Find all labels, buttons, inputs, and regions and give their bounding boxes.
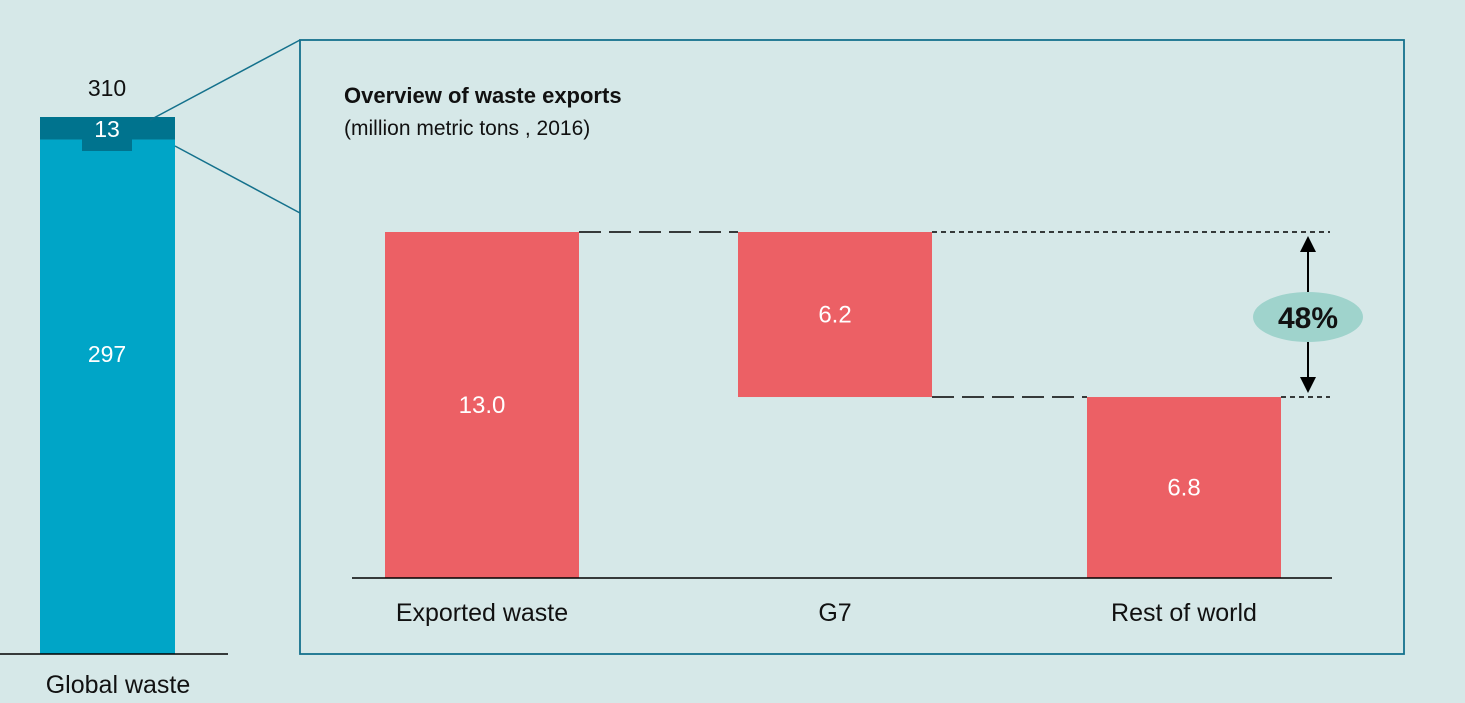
waterfall-connectors xyxy=(579,231,1330,398)
zoom-connectors xyxy=(149,39,301,214)
chart-subtitle: (million metric tons , 2016) xyxy=(344,117,590,140)
waterfall-bars: 13.0 6.2 6.8 xyxy=(385,232,1281,578)
waterfall-value-label: 6.8 xyxy=(1167,475,1200,502)
waterfall-bar-exported-waste xyxy=(385,232,579,578)
exported-segment-label-bg xyxy=(82,117,132,151)
waterfall-value-label: 13.0 xyxy=(459,392,506,419)
waterfall-frame xyxy=(299,39,1405,655)
waterfall-panel: Overview of waste exports (million metri… xyxy=(299,39,1405,655)
percentage-pill xyxy=(1253,292,1363,342)
waterfall-bar-g7 xyxy=(738,232,932,398)
global-waste-bar xyxy=(40,139,175,654)
exported-segment-label: 13 xyxy=(94,116,120,142)
percentage-label: 48% xyxy=(1278,302,1338,335)
waterfall-bar-rest-of-world xyxy=(1087,397,1281,578)
global-total-label: 310 xyxy=(88,75,126,101)
global-main-value-label: 297 xyxy=(88,341,126,367)
waterfall-value-label: 6.2 xyxy=(818,302,851,329)
waterfall-category-labels: Exported waste G7 Rest of world xyxy=(396,599,1257,627)
global-category-label: Global waste xyxy=(46,671,191,699)
waterfall-category-label: Rest of world xyxy=(1111,599,1257,627)
zoom-line-top xyxy=(149,39,301,121)
zoom-line-bottom xyxy=(174,145,301,214)
chart-title: Overview of waste exports xyxy=(344,83,622,108)
waterfall-category-label: Exported waste xyxy=(396,599,568,627)
global-waste-panel: 310 13 297 Global waste xyxy=(0,75,228,699)
waterfall-category-label: G7 xyxy=(818,599,851,627)
